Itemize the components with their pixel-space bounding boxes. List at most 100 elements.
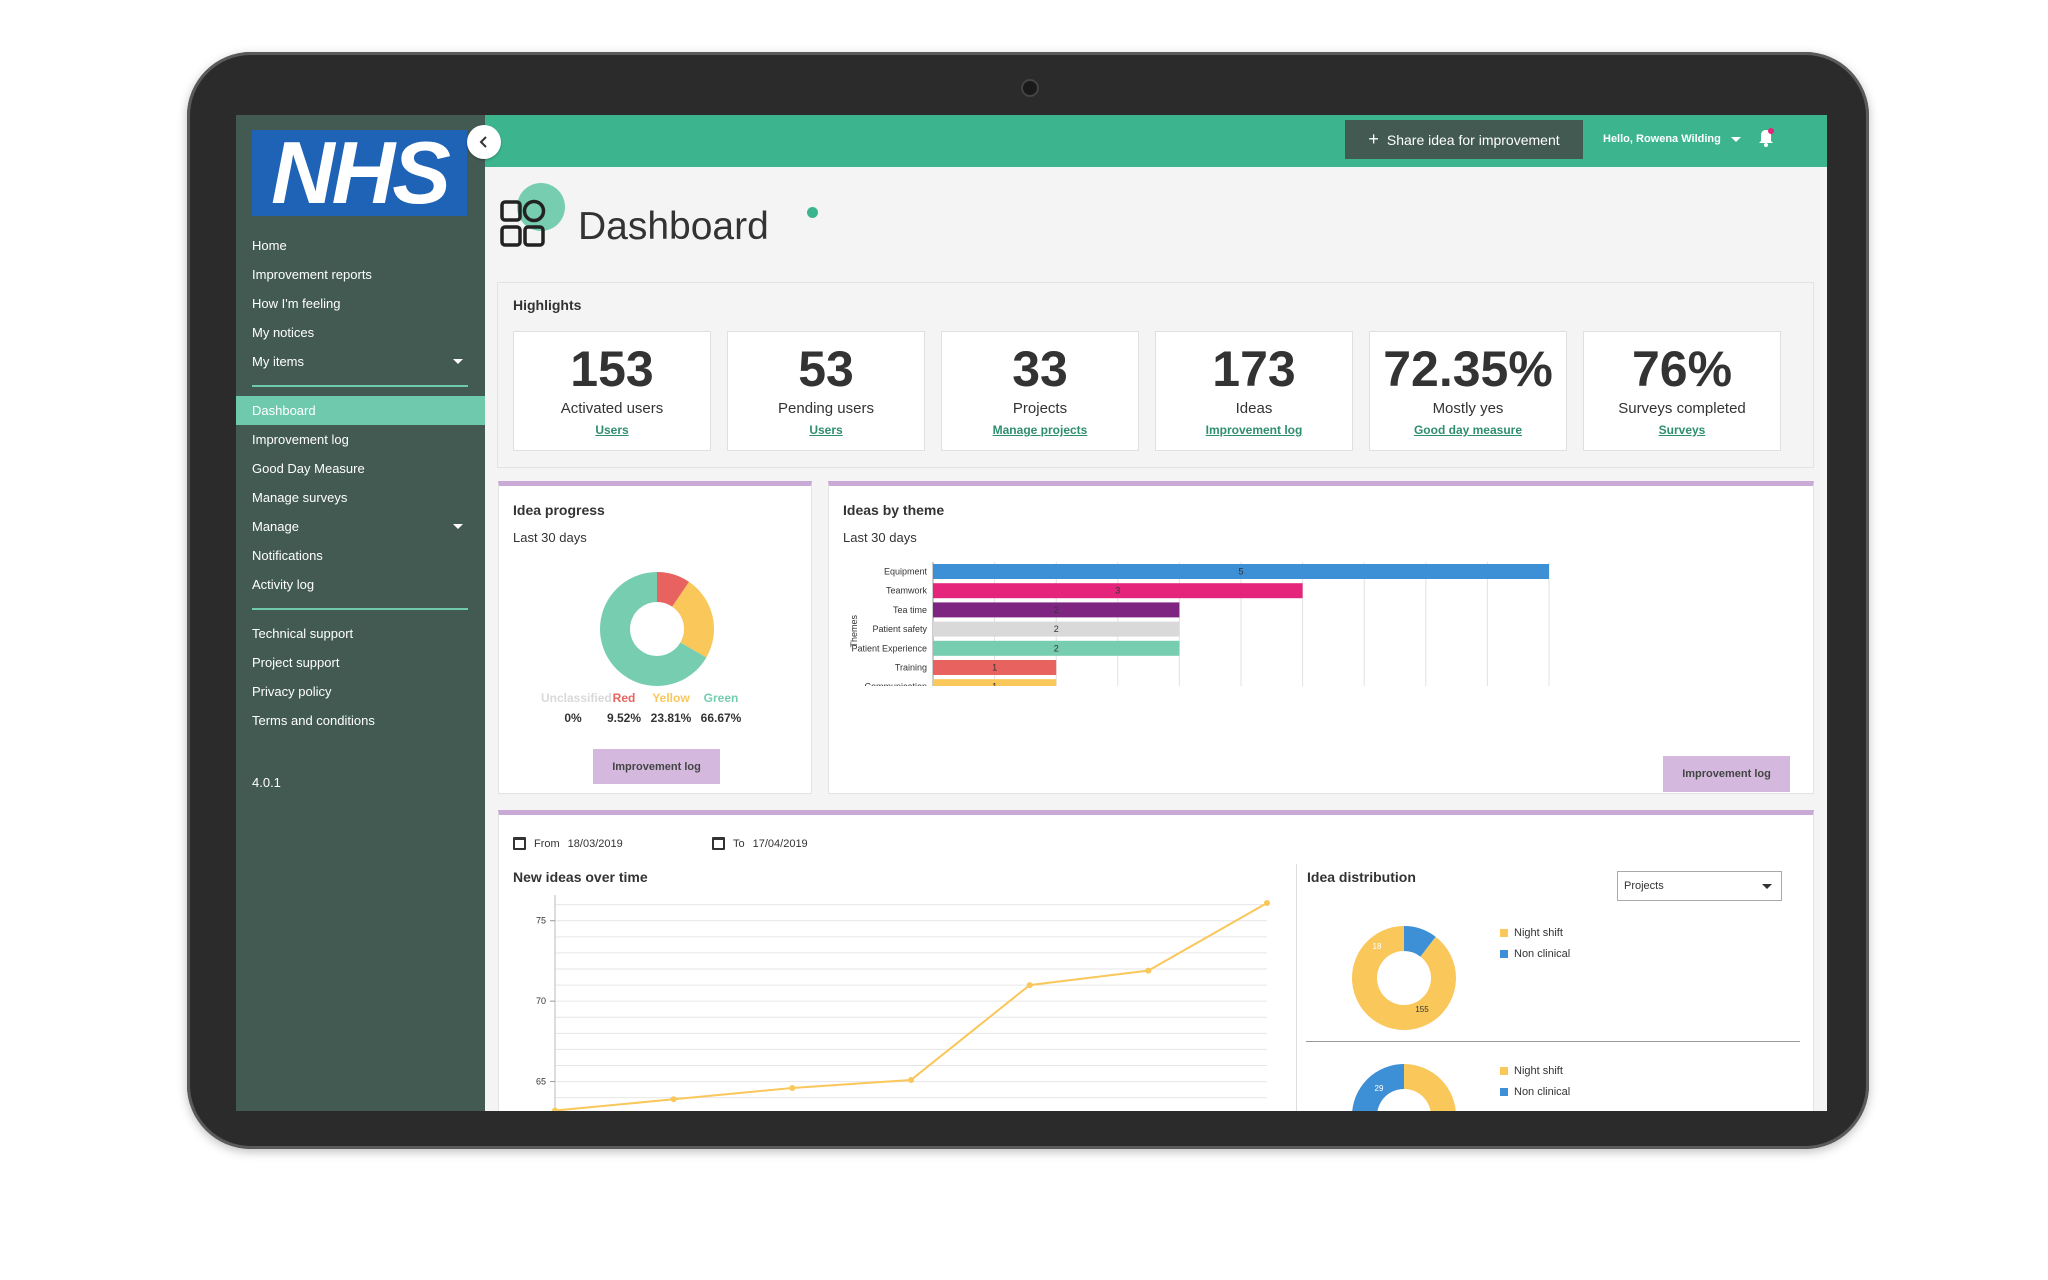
sidebar-item-terms-and-conditions[interactable]: Terms and conditions (252, 713, 375, 728)
date-to-picker[interactable]: To 17/04/2019 (712, 837, 808, 850)
legend-label-yellow: Yellow (652, 691, 690, 705)
sidebar-item-my-items[interactable]: My items (236, 347, 485, 376)
y-tick-label: Patient safety (872, 624, 927, 634)
status-indicator (807, 207, 818, 218)
sidebar-item-technical-support[interactable]: Technical support (252, 626, 354, 641)
legend-value-yellow: 23.81% (650, 711, 692, 725)
sidebar-divider (252, 608, 468, 610)
top-bar: + Share idea for improvement Hello, Rowe… (485, 115, 1827, 167)
ideas-by-theme-subtitle: Last 30 days (843, 530, 917, 545)
y-tick-label: 70 (536, 996, 546, 1006)
sidebar-item-my-notices[interactable]: My notices (252, 325, 315, 340)
page-title: Dashboard (578, 205, 769, 248)
plus-icon: + (1368, 129, 1379, 149)
date-from-picker[interactable]: From 18/03/2019 (513, 837, 623, 850)
sidebar-item-improvement-log[interactable]: Improvement log (252, 432, 349, 447)
date-from-label: From (534, 837, 560, 850)
ideas-by-theme-improvement-log-button[interactable]: Improvement log (1663, 756, 1790, 792)
share-idea-button[interactable]: + Share idea for improvement (1345, 120, 1583, 159)
user-menu[interactable]: Hello, Rowena Wilding (1603, 133, 1741, 145)
sidebar-collapse-button[interactable] (467, 125, 501, 159)
nhs-logo[interactable]: NHS (252, 129, 467, 217)
kpi-value: 53 (798, 341, 854, 397)
calendar-icon (513, 837, 526, 850)
sidebar-item-privacy-policy[interactable]: Privacy policy (252, 684, 332, 699)
kpi-link-users[interactable]: Users (809, 423, 843, 437)
bar-patient-experience (933, 640, 1180, 656)
y-tick-label: Tea time (893, 605, 927, 615)
sidebar: NHS Home Improvement reports How I'm fee… (236, 115, 485, 1111)
panel-divider (1296, 864, 1297, 1111)
kpi-link-improvement-log[interactable]: Improvement log (1205, 423, 1303, 437)
legend-value-red: 9.52% (606, 711, 642, 725)
kpi-label: Surveys completed (1618, 400, 1746, 417)
dashboard-icon (500, 183, 565, 247)
legend-label: Non clinical (1514, 947, 1571, 960)
sidebar-item-notifications[interactable]: Notifications (252, 548, 323, 563)
bar-teamwork (933, 583, 1303, 599)
sidebar-item-manage-surveys[interactable]: Manage surveys (252, 490, 348, 505)
y-axis-title: Themes (849, 614, 859, 647)
sidebar-item-improvement-reports[interactable]: Improvement reports (252, 267, 372, 282)
sidebar-item-how-im-feeling[interactable]: How I'm feeling (252, 296, 341, 311)
bar-equipment (933, 564, 1549, 579)
data-point (1145, 967, 1152, 974)
kpi-link-users[interactable]: Users (595, 423, 629, 437)
sidebar-item-dashboard[interactable]: Dashboard (236, 396, 485, 425)
legend-label: Night shift (1514, 1064, 1563, 1077)
kpi-card-activated-users: 153 Activated users Users (513, 331, 711, 451)
sidebar-item-manage[interactable]: Manage (236, 512, 485, 541)
legend-swatch (1500, 1087, 1508, 1096)
bar-data-label: 1 (992, 663, 997, 673)
data-point (1026, 982, 1033, 989)
legend-item-non-clinical: Non clinical (1500, 1081, 1570, 1102)
donut-slice-night-shift (1352, 926, 1456, 1030)
kpi-link-manage-projects[interactable]: Manage projects (992, 423, 1088, 437)
app-version: 4.0.1 (252, 775, 281, 790)
calendar-icon (712, 837, 725, 850)
bar-data-label: 2 (1054, 605, 1059, 615)
sidebar-item-home[interactable]: Home (252, 238, 287, 253)
kpi-value: 153 (570, 341, 654, 397)
bar-communication (933, 679, 1057, 686)
idea-distribution-title: Idea distribution (1307, 869, 1416, 885)
user-greeting: Hello, Rowena Wilding (1603, 133, 1721, 145)
kpi-value: 72.35% (1383, 341, 1553, 397)
sidebar-item-label: My items (252, 354, 304, 369)
sidebar-item-good-day-measure[interactable]: Good Day Measure (252, 461, 365, 476)
donut-slice-yellow (672, 581, 714, 658)
bell-icon[interactable] (1757, 128, 1775, 148)
sidebar-item-project-support[interactable]: Project support (252, 655, 340, 670)
donut-slice-night-shift (1404, 1064, 1456, 1111)
kpi-card-pending-users: 53 Pending users Users (727, 331, 925, 451)
data-point (789, 1085, 796, 1092)
caret-down-icon (1730, 136, 1741, 142)
caret-down-icon (453, 524, 463, 529)
kpi-link-surveys[interactable]: Surveys (1658, 423, 1706, 437)
data-point (908, 1076, 914, 1083)
ideas-over-time-card: From 18/03/2019 To 17/04/2019 New ideas … (498, 810, 1814, 1111)
distribution-donut-chart-1: 155 18 (1352, 926, 1456, 1030)
kpi-label: Projects (1012, 400, 1068, 417)
sidebar-item-activity-log[interactable]: Activity log (252, 577, 315, 592)
legend-swatch (1500, 928, 1508, 937)
y-tick-label: Communication (864, 682, 927, 686)
idea-progress-legend: Unclassified Red Yellow Green (541, 691, 743, 705)
kpi-label: Pending users (778, 400, 874, 417)
idea-progress-improvement-log-button[interactable]: Improvement log (593, 749, 720, 784)
ideas-by-theme-bar-chart: 00.511.522.533.544.55Equipment5Teamwork3… (849, 562, 1550, 686)
kpi-link-good-day-measure[interactable]: Good day measure (1413, 423, 1523, 437)
bar-data-label: 1 (992, 682, 997, 686)
donut-slice-red (657, 572, 690, 607)
distribution-select-value: Projects (1624, 880, 1664, 892)
distribution-legend-1: Night shift Non clinical (1500, 922, 1570, 964)
bar-data-label: 5 (1238, 567, 1243, 577)
distribution-select[interactable]: Projects (1617, 871, 1782, 901)
y-tick-label: 75 (536, 916, 546, 926)
idea-progress-donut-chart (600, 572, 714, 686)
legend-item-non-clinical: Non clinical (1500, 943, 1570, 964)
new-ideas-line-chart: 75 70 65 (536, 895, 1270, 1111)
legend-item-night-shift: Night shift (1500, 1060, 1570, 1081)
data-point (1264, 900, 1270, 907)
bar-tea-time (933, 602, 1180, 618)
